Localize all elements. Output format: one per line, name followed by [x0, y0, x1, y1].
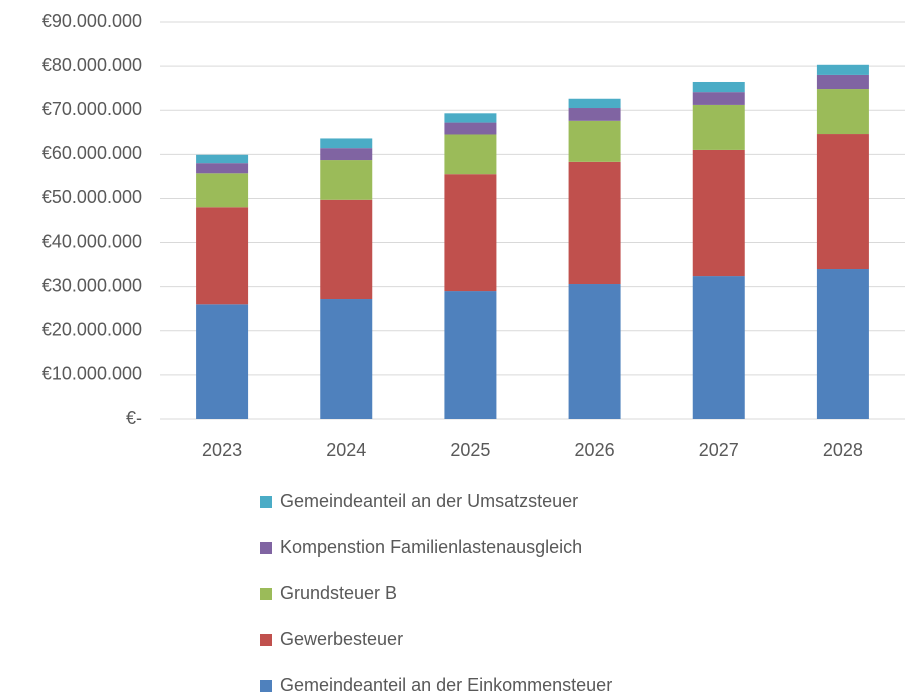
legend-swatch: [260, 680, 272, 692]
bar-segment: [196, 173, 249, 208]
legend-label: Grundsteuer B: [280, 583, 397, 603]
legend-swatch: [260, 588, 272, 600]
bar-segment: [196, 163, 249, 174]
y-tick-label: €80.000.000: [42, 55, 142, 75]
bar-segment: [320, 138, 373, 149]
bar-segment: [568, 98, 621, 109]
legend-label: Gewerbesteuer: [280, 629, 403, 649]
bar-segment: [568, 120, 621, 162]
y-tick-label: €10.000.000: [42, 364, 142, 384]
y-tick-label: €30.000.000: [42, 275, 142, 295]
y-tick-label: €70.000.000: [42, 99, 142, 119]
bar-segment: [816, 89, 869, 135]
legend-label: Kompenstion Familienlastenausgleich: [280, 537, 582, 557]
x-tick-label: 2028: [823, 440, 863, 460]
bar-segment: [568, 161, 621, 285]
bar-segment: [196, 207, 249, 305]
y-tick-label: €60.000.000: [42, 143, 142, 163]
bar-segment: [320, 299, 373, 419]
bar-segment: [692, 276, 745, 419]
bar-segment: [692, 81, 745, 93]
bar-segment: [444, 291, 497, 419]
bar-segment: [444, 122, 497, 135]
legend-label: Gemeindeanteil an der Einkommensteuer: [280, 675, 612, 695]
legend-label: Gemeindeanteil an der Umsatzsteuer: [280, 491, 578, 511]
bar-segment: [196, 304, 249, 419]
bar-segment: [196, 154, 249, 164]
bar-segment: [816, 74, 869, 90]
x-tick-label: 2026: [575, 440, 615, 460]
bar-segment: [444, 113, 497, 123]
x-tick-label: 2023: [202, 440, 242, 460]
bar-segment: [320, 199, 373, 300]
legend-swatch: [260, 542, 272, 554]
x-tick-label: 2025: [450, 440, 490, 460]
bar-segment: [816, 269, 869, 419]
y-tick-label: €50.000.000: [42, 187, 142, 207]
bar-segment: [692, 104, 745, 150]
legend-swatch: [260, 496, 272, 508]
bar-segment: [444, 134, 497, 175]
bar-segment: [320, 148, 373, 161]
bar-segment: [568, 284, 621, 419]
y-tick-label: €-: [126, 408, 142, 428]
bar-segment: [816, 64, 869, 75]
y-tick-label: €20.000.000: [42, 320, 142, 340]
y-tick-label: €40.000.000: [42, 231, 142, 251]
bar-segment: [320, 160, 373, 200]
x-tick-label: 2027: [699, 440, 739, 460]
x-tick-label: 2024: [326, 440, 366, 460]
bar-segment: [692, 149, 745, 277]
bar-segment: [816, 134, 869, 270]
y-tick-label: €90.000.000: [42, 11, 142, 31]
bar-segment: [692, 92, 745, 105]
bar-segment: [568, 108, 621, 121]
legend-swatch: [260, 634, 272, 646]
bar-segment: [444, 174, 497, 292]
